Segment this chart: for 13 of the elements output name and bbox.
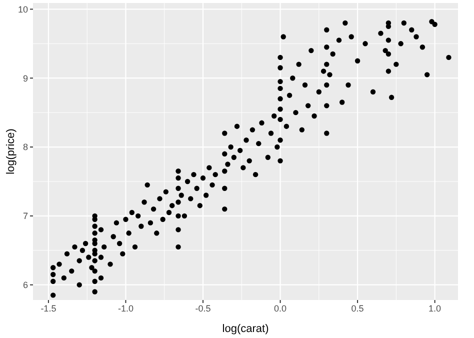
y-tick-label: 9 — [22, 73, 28, 84]
x-tick-label: -1.0 — [118, 303, 134, 314]
x-tick-label: 1.0 — [428, 303, 442, 314]
y-tick-label: 10 — [18, 4, 28, 14]
x-tick-label: 0.5 — [351, 303, 364, 314]
x-tick-label: -0.5 — [195, 303, 211, 314]
y-tick-label: 7 — [22, 211, 28, 222]
y-tick-label: 6 — [22, 280, 28, 290]
x-tick-label: 0.0 — [274, 303, 287, 314]
x-axis-title: log(carat) — [222, 323, 269, 335]
y-axis-title: log(price) — [4, 128, 17, 174]
y-tick-label: 8 — [22, 142, 28, 152]
x-tick-label: -1.5 — [40, 303, 56, 314]
